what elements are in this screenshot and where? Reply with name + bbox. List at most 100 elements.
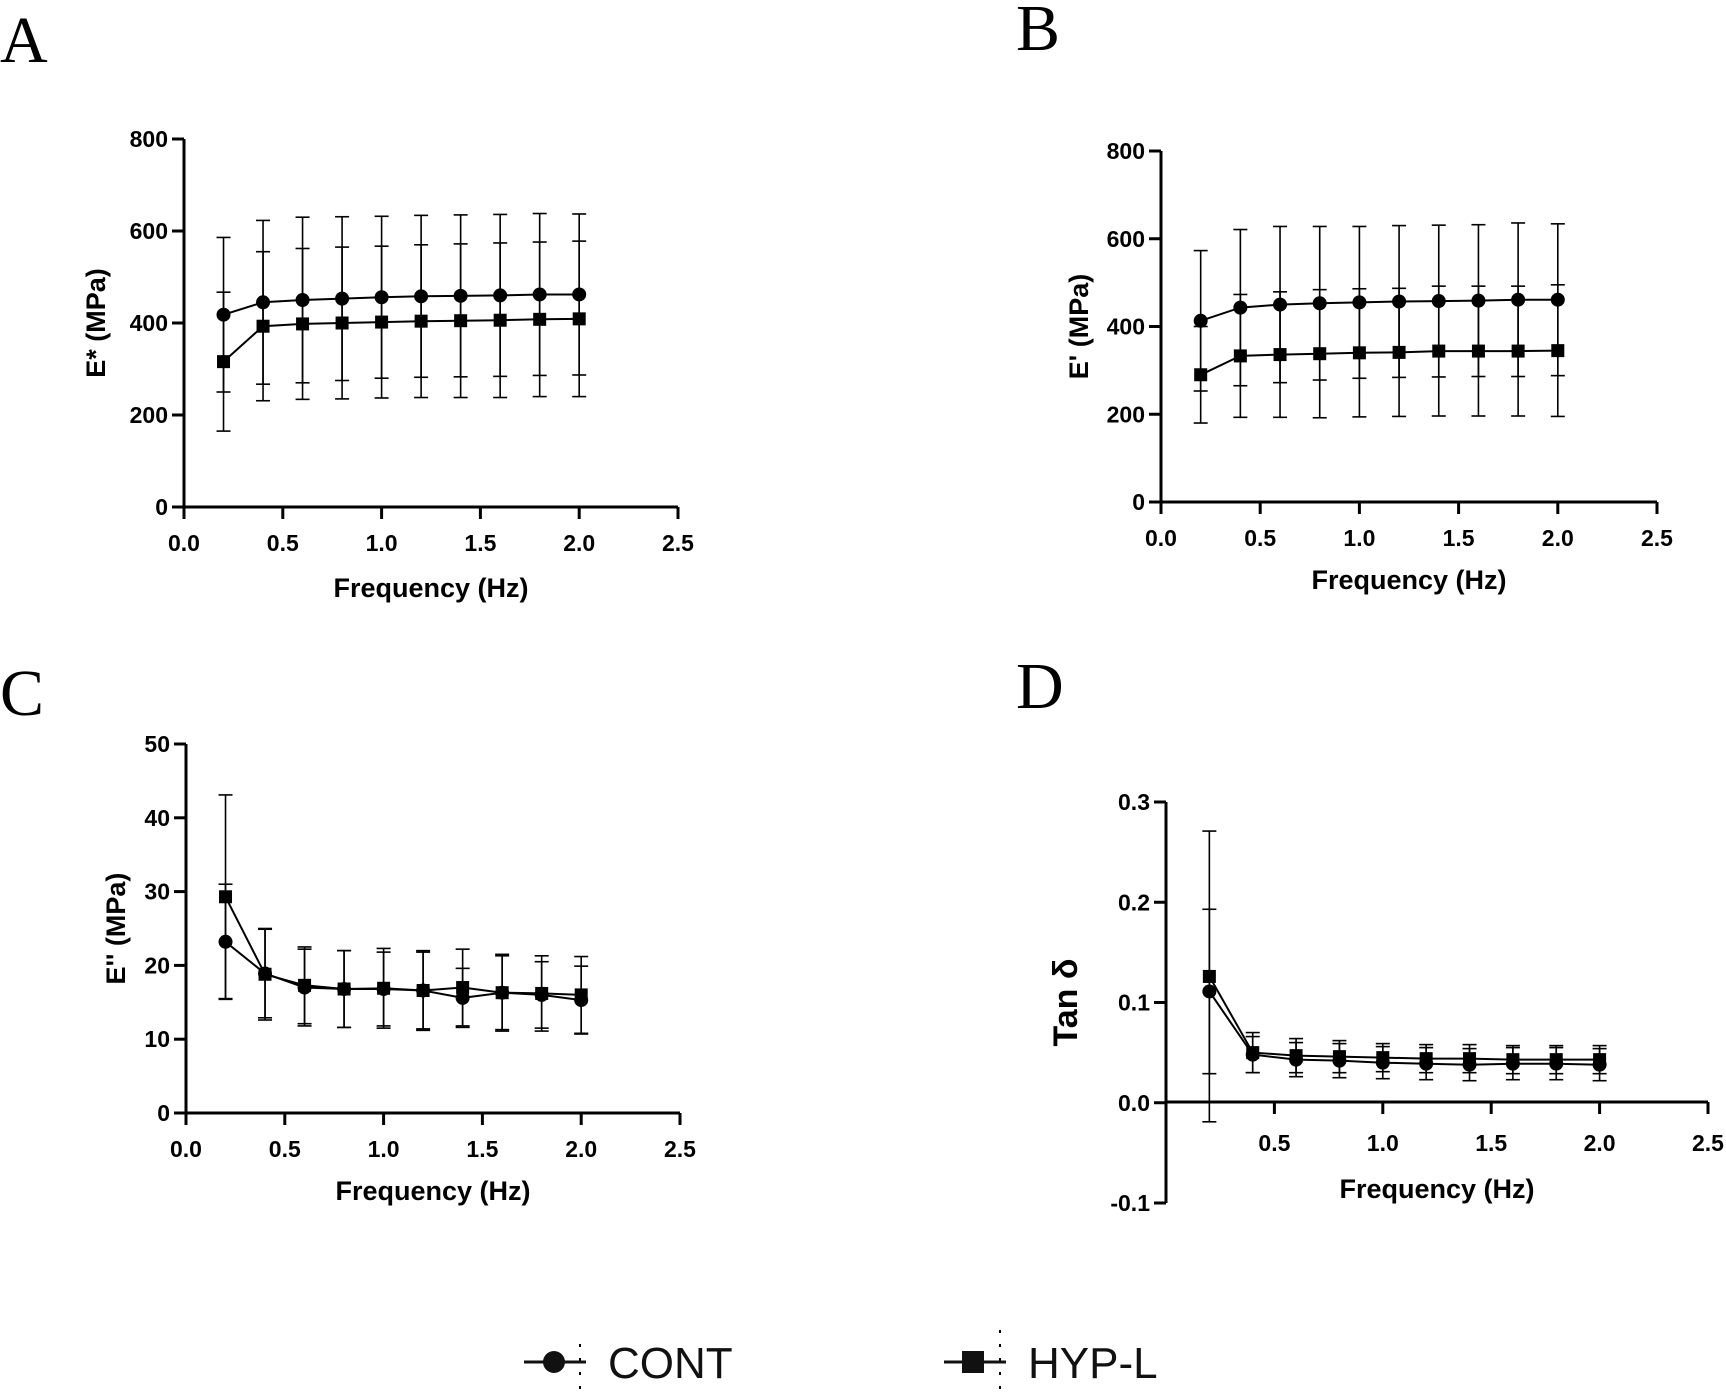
panel-d: D -0.1 0.0 0.1 0.2 0.3 0.5 1.0 1.5 2.0 2.5 Frequen… — [1016, 650, 1724, 1216]
panel-c-y-tick-label: 40 — [144, 805, 170, 831]
panel-d-y-tick-label: 0.0 — [1118, 1090, 1150, 1116]
legend-square-marker-icon — [962, 1351, 984, 1373]
legend-item-cont: CONT — [524, 1339, 733, 1398]
panel-letter-c: C — [0, 657, 44, 730]
panel-c-hyp-l-point — [337, 982, 351, 996]
panel-b-x-tick-label: 2.0 — [1542, 525, 1574, 551]
panel-letter-a: A — [0, 4, 48, 77]
panel-b-y-tick-label: 0 — [1132, 489, 1145, 515]
panel-b-cont-point — [1193, 313, 1208, 328]
panel-c-hyp-l-point — [298, 978, 312, 992]
panel-d-hyp-l-point — [1506, 1053, 1520, 1067]
panel-a-x-tick-label: 1.5 — [464, 530, 496, 556]
panel-a-hyp-l-point — [256, 319, 270, 333]
panel-d-hyp-l-point — [1593, 1053, 1607, 1067]
panel-b-y-axis-title: E' (MPa) — [1064, 274, 1094, 379]
panel-a-y-tick-label: 200 — [130, 402, 168, 428]
panel-c-hyp-l-point — [495, 986, 509, 1000]
panel-c-y-tick-label: 30 — [144, 879, 170, 905]
panel-b-x-tick-label: 1.5 — [1443, 525, 1475, 551]
panel-a-x-tick-label: 2.5 — [662, 530, 694, 556]
panel-d-x-tick-label: 2.5 — [1692, 1130, 1724, 1156]
panel-a-cont-line — [223, 293, 580, 316]
panel-d-hyp-l-point — [1332, 1050, 1346, 1064]
panel-c-y-tick-label: 50 — [144, 731, 170, 757]
panel-a-y-tick-label: 0 — [155, 494, 168, 520]
panel-a-hyp-l-line — [222, 317, 580, 363]
panel-letter-b: B — [1016, 0, 1060, 65]
panel-c-x-tick-label: 2.0 — [565, 1136, 597, 1162]
panel-b-y-tick-label: 200 — [1107, 401, 1145, 427]
panel-a-x-tick-label: 0.0 — [168, 530, 200, 556]
panel-b-hyp-l-point — [1352, 346, 1366, 360]
panel-c-y-tick-label: 10 — [144, 1026, 170, 1052]
panel-c-y-tick-label: 0 — [157, 1100, 170, 1126]
panel-c-x-tick-label: 0.5 — [269, 1136, 301, 1162]
panel-a-y-tick-label: 400 — [130, 310, 168, 336]
panel-c-hyp-l-point — [377, 981, 391, 995]
panel-a: A 0 200 400 600 800 0.0 0.5 1.0 1.5 2.0 2.5 Frequen… — [0, 4, 694, 603]
panel-d-hyp-l-point — [1376, 1051, 1390, 1065]
panel-b-y-tick-label: 400 — [1107, 314, 1145, 340]
panel-d-hyp-l-line — [1208, 975, 1600, 1061]
panel-a-hyp-l-point — [296, 317, 310, 331]
panel-c-x-tick-label: 0.0 — [170, 1136, 202, 1162]
panel-b-x-tick-label: 2.5 — [1641, 525, 1673, 551]
panel-letter-d: D — [1016, 650, 1064, 723]
panel-b-x-tick-label: 0.5 — [1244, 525, 1276, 551]
panel-d-cont-line — [1208, 990, 1600, 1066]
panel-d-hyp-l-point — [1549, 1053, 1563, 1067]
panel-a-hyp-l-point — [375, 315, 389, 329]
panel-d-y-tick-label: -0.1 — [1110, 1190, 1150, 1216]
panel-d-y-tick-label: 0.1 — [1118, 990, 1150, 1016]
panel-d-y-tick-label: 0.3 — [1118, 789, 1150, 815]
panel-a-hyp-l-point — [572, 312, 586, 326]
panel-a-hyp-l-point — [533, 312, 547, 326]
panel-b-hyp-l-point — [1233, 349, 1247, 363]
panel-c-x-tick-label: 1.0 — [368, 1136, 400, 1162]
panel-c-hyp-l-point — [535, 986, 549, 1000]
panel-c-y-tick-label: 20 — [144, 952, 170, 978]
panel-d-y-axis-title: Tan δ — [1047, 959, 1085, 1047]
panel-a-x-tick-label: 2.0 — [563, 530, 595, 556]
panel-d-x-tick-label: 1.0 — [1367, 1130, 1399, 1156]
panel-d-hyp-l-point — [1202, 969, 1216, 983]
panel-b-hyp-l-point — [1551, 344, 1565, 358]
panel-b-hyp-l-line — [1200, 349, 1558, 376]
panel-b-y-tick-label: 600 — [1107, 226, 1145, 252]
panel-b-hyp-l-point — [1511, 344, 1525, 358]
panel-b-hyp-l-point — [1194, 368, 1208, 382]
panel-b: B 0 200 400 600 800 0.0 0.5 1.0 1.5 2.0 2.5 Frequen… — [1016, 0, 1673, 595]
panel-c: C 0 10 20 30 40 50 0.0 0.5 1.0 1.5 2.0 2.5 Frequency… — [0, 657, 696, 1206]
panel-a-y-tick-label: 600 — [130, 218, 168, 244]
panel-d-hyp-l-point — [1246, 1046, 1260, 1060]
panel-a-y-tick-label: 800 — [130, 126, 168, 152]
panel-b-cont-line — [1200, 298, 1558, 322]
panel-c-x-tick-label: 2.5 — [664, 1136, 696, 1162]
panel-d-y-tick-label: 0.2 — [1118, 889, 1150, 915]
panel-d-x-tick-label: 2.0 — [1584, 1130, 1616, 1156]
panel-c-hyp-l-line — [224, 896, 582, 996]
panel-b-y-tick-label: 800 — [1107, 138, 1145, 164]
panel-a-x-tick-label: 1.0 — [366, 530, 398, 556]
panel-b-x-tick-label: 0.0 — [1145, 525, 1177, 551]
panel-c-hyp-l-point — [219, 890, 233, 904]
panel-c-x-axis-title: Frequency (Hz) — [335, 1176, 530, 1206]
panel-a-y-axis-title: E* (MPa) — [81, 268, 111, 378]
panel-b-hyp-l-point — [1273, 348, 1287, 362]
panel-b-hyp-l-point — [1432, 344, 1446, 358]
panel-d-x-axis-title: Frequency (Hz) — [1339, 1174, 1534, 1204]
panel-a-hyp-l-point — [335, 316, 349, 330]
legend: CONT HYP-L — [524, 1330, 1158, 1398]
panel-c-hyp-l-point — [416, 983, 430, 997]
panel-d-hyp-l-point — [1419, 1052, 1433, 1066]
legend-label-hyp-l: HYP-L — [1028, 1339, 1158, 1388]
panel-d-x-tick-label: 1.5 — [1475, 1130, 1507, 1156]
panel-b-x-tick-label: 1.0 — [1343, 525, 1375, 551]
panel-a-hyp-l-point — [217, 355, 231, 369]
panel-c-hyp-l-point — [456, 981, 470, 995]
panel-c-cont-line — [224, 941, 582, 1002]
panel-a-x-axis-title: Frequency (Hz) — [333, 573, 528, 603]
panel-c-hyp-l-point — [574, 988, 588, 1002]
panel-d-hyp-l-point — [1289, 1049, 1303, 1063]
